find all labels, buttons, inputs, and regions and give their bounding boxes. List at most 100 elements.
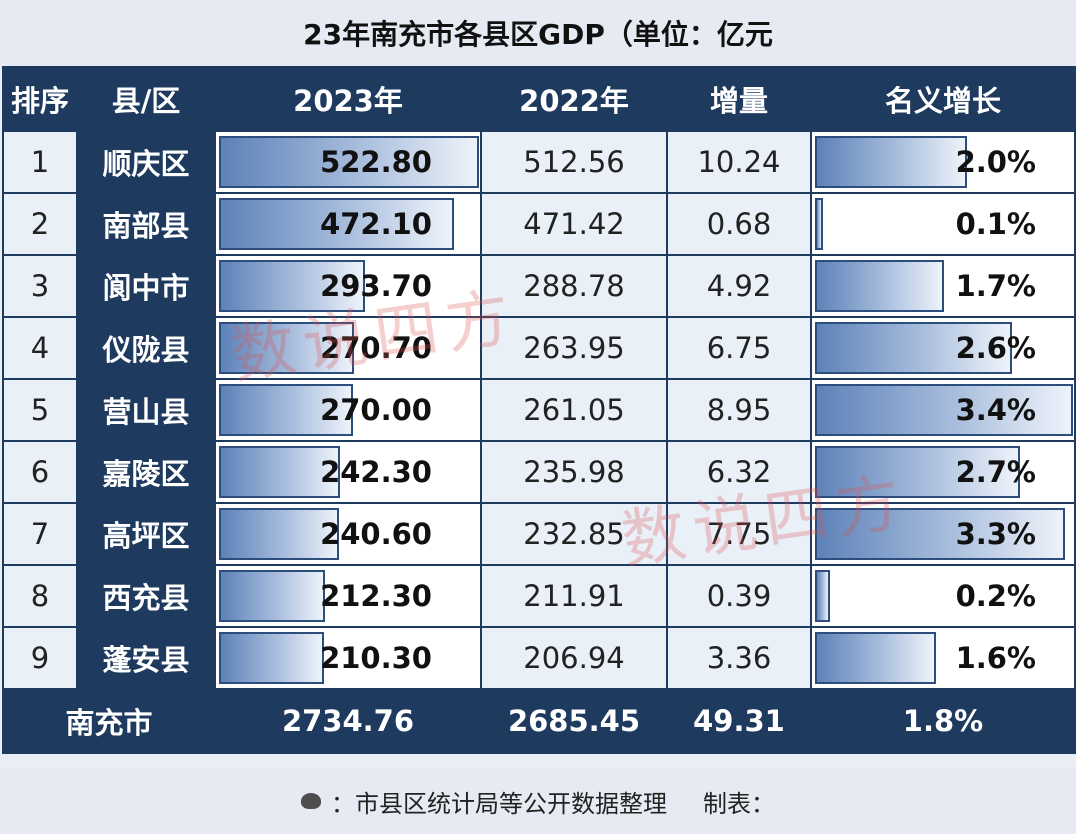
rank-cell: 9 <box>2 626 78 690</box>
growth-value: 1.7% <box>955 269 1036 303</box>
growth-bar <box>815 260 944 312</box>
increase-cell: 3.36 <box>666 626 812 690</box>
gdp-2022-cell: 512.56 <box>480 130 668 194</box>
total-gdp-2022: 2685.45 <box>480 688 668 754</box>
table-row: 2 南部县 472.10 471.42 0.68 0.1% <box>2 192 1076 256</box>
rank-cell: 8 <box>2 564 78 628</box>
gdp-2023-value: 522.80 <box>320 145 432 179</box>
source-text: ：市县区统计局等公开数据整理 <box>331 789 667 818</box>
gdp-2023-bar <box>219 198 454 250</box>
district-cell: 阆中市 <box>76 254 216 318</box>
growth-value: 2.6% <box>955 331 1036 365</box>
gdp-2023-value: 270.00 <box>320 393 432 427</box>
gdp-2023-cell: 210.30 <box>214 626 482 690</box>
gdp-2023-cell: 240.60 <box>214 502 482 566</box>
growth-value: 1.6% <box>955 641 1036 675</box>
gdp-2022-cell: 263.95 <box>480 316 668 380</box>
increase-cell: 8.95 <box>666 378 812 442</box>
gdp-2023-value: 212.30 <box>320 579 432 613</box>
table-row: 9 蓬安县 210.30 206.94 3.36 1.6% <box>2 626 1076 690</box>
growth-value: 2.0% <box>955 145 1036 179</box>
gdp-2023-value: 242.30 <box>320 455 432 489</box>
district-cell: 蓬安县 <box>76 626 216 690</box>
gdp-2022-cell: 232.85 <box>480 502 668 566</box>
growth-bar <box>815 446 1020 498</box>
district-cell: 仪陇县 <box>76 316 216 380</box>
rank-cell: 6 <box>2 440 78 504</box>
growth-bar <box>815 570 830 622</box>
header-gdp-2022: 2022年 <box>480 66 668 132</box>
growth-cell: 2.6% <box>810 316 1076 380</box>
gdp-2023-value: 240.60 <box>320 517 432 551</box>
growth-value: 2.7% <box>955 455 1036 489</box>
gdp-2023-bar <box>219 136 479 188</box>
growth-bar <box>815 322 1012 374</box>
rank-cell: 7 <box>2 502 78 566</box>
total-row: 南充市 2734.76 2685.45 49.31 1.8% <box>2 688 1076 754</box>
increase-cell: 6.32 <box>666 440 812 504</box>
growth-value: 3.3% <box>955 517 1036 551</box>
rank-cell: 2 <box>2 192 78 256</box>
growth-bar <box>815 198 823 250</box>
increase-cell: 7.75 <box>666 502 812 566</box>
header-row: 排序 县/区 2023年 2022年 增量 名义增长 <box>2 66 1076 132</box>
gdp-2023-cell: 293.70 <box>214 254 482 318</box>
gdp-2022-cell: 211.91 <box>480 564 668 628</box>
table-row: 7 高坪区 240.60 232.85 7.75 3.3% <box>2 502 1076 566</box>
growth-cell: 0.1% <box>810 192 1076 256</box>
growth-cell: 0.2% <box>810 564 1076 628</box>
growth-bar <box>815 508 1065 560</box>
rank-cell: 5 <box>2 378 78 442</box>
increase-cell: 0.39 <box>666 564 812 628</box>
district-cell: 顺庆区 <box>76 130 216 194</box>
header-gdp-2023: 2023年 <box>214 66 482 132</box>
gdp-2023-cell: 242.30 <box>214 440 482 504</box>
increase-cell: 10.24 <box>666 130 812 194</box>
gdp-2023-cell: 472.10 <box>214 192 482 256</box>
table-row: 3 阆中市 293.70 288.78 4.92 1.7% <box>2 254 1076 318</box>
growth-bar <box>815 384 1073 436</box>
increase-cell: 0.68 <box>666 192 812 256</box>
gdp-2023-bar <box>219 508 339 560</box>
growth-cell: 1.6% <box>810 626 1076 690</box>
gdp-2022-cell: 261.05 <box>480 378 668 442</box>
gdp-2022-cell: 471.42 <box>480 192 668 256</box>
increase-cell: 6.75 <box>666 316 812 380</box>
growth-bar <box>815 136 967 188</box>
gdp-2023-bar <box>219 260 365 312</box>
gdp-2023-cell: 522.80 <box>214 130 482 194</box>
table-row: 8 西充县 212.30 211.91 0.39 0.2% <box>2 564 1076 628</box>
gdp-2023-bar <box>219 632 324 684</box>
table-row: 5 营山县 270.00 261.05 8.95 3.4% <box>2 378 1076 442</box>
header-rank: 排序 <box>2 66 78 132</box>
gdp-2023-cell: 270.00 <box>214 378 482 442</box>
growth-cell: 3.4% <box>810 378 1076 442</box>
growth-cell: 1.7% <box>810 254 1076 318</box>
table-row: 4 仪陇县 270.70 263.95 6.75 2.6% <box>2 316 1076 380</box>
table-body: 1 顺庆区 522.80 512.56 10.24 2.0% 2 南部县 472.10 471.4… <box>2 130 1076 690</box>
source-icon <box>301 793 321 809</box>
growth-bar <box>815 632 936 684</box>
gdp-2023-value: 270.70 <box>320 331 432 365</box>
header-district: 县/区 <box>76 66 216 132</box>
growth-value: 0.1% <box>955 207 1036 241</box>
gdp-2023-bar <box>219 322 354 374</box>
table-row: 1 顺庆区 522.80 512.56 10.24 2.0% <box>2 130 1076 194</box>
increase-cell: 4.92 <box>666 254 812 318</box>
total-name: 南充市 <box>2 688 216 754</box>
footer-bar: ：市县区统计局等公开数据整理 制表： <box>0 768 1076 834</box>
gdp-2023-bar <box>219 384 353 436</box>
growth-value: 0.2% <box>955 579 1036 613</box>
page-title: 23年南充市各县区GDP（单位：亿元 <box>303 18 773 51</box>
gdp-2022-cell: 288.78 <box>480 254 668 318</box>
header-nominal-growth: 名义增长 <box>810 66 1076 132</box>
district-cell: 南部县 <box>76 192 216 256</box>
maker-text: 制表： <box>703 789 775 818</box>
gdp-2023-cell: 270.70 <box>214 316 482 380</box>
gdp-2023-value: 210.30 <box>320 641 432 675</box>
rank-cell: 3 <box>2 254 78 318</box>
rank-cell: 1 <box>2 130 78 194</box>
gdp-2023-value: 472.10 <box>320 207 432 241</box>
growth-cell: 3.3% <box>810 502 1076 566</box>
gdp-2023-value: 293.70 <box>320 269 432 303</box>
